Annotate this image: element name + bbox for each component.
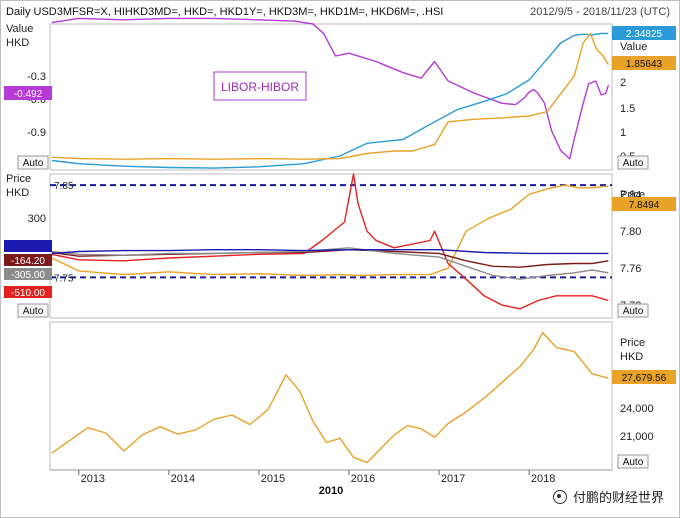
panel-1-left-label-2: HKD: [6, 37, 29, 49]
panel-3-chart: [51, 331, 609, 464]
wechat-icon: [552, 490, 567, 504]
x-tick-label-1: 2014: [171, 473, 195, 485]
panel-3-right-label-1: Price: [620, 337, 645, 349]
panel-1-readouts: -0.492 2.34825 1.85643: [4, 26, 676, 100]
usd-readout: 2.34825: [626, 29, 663, 40]
spread-readout-bg: [4, 86, 52, 100]
panel-2-plot: [50, 174, 612, 318]
watermark: 付鹏的财经世界: [552, 487, 664, 506]
panel-3-plot: [50, 322, 612, 470]
x-tick-label-5: 2018: [531, 473, 555, 485]
panel-1-auto-right-button[interactable]: [617, 155, 649, 170]
panel-2-auto-left-button[interactable]: [17, 303, 49, 318]
panel-1-right-label: Value: [620, 41, 647, 53]
libor-hibor-annotation: LIBOR-HIBOR: [213, 71, 307, 101]
panel-2-auto-buttons[interactable]: Auto Auto: [17, 303, 649, 318]
panel-1-right-tick-2: 1: [620, 127, 626, 139]
panel-2-left-label-2: HKD: [6, 187, 29, 199]
panel-2-chart: 7.85 7.75: [50, 173, 612, 310]
readout-blue-bg: [4, 240, 52, 252]
spread-readout: -0.492: [14, 89, 43, 100]
panel-2-series-1: [51, 173, 609, 310]
x-tick-label-0: 2013: [81, 473, 105, 485]
panel-1-auto-right-label: Auto: [623, 158, 644, 169]
panel-3-auto-right-label: Auto: [623, 457, 644, 468]
panel-1-auto-left-label: Auto: [23, 158, 44, 169]
chart-title: Daily USD3MFSR=X, HIHKD3MD=, HKD=, HKD1Y…: [6, 6, 444, 18]
hsi-readout-bg: [612, 370, 676, 384]
panel-3-right-label-2: HKD: [620, 351, 643, 363]
panel-2-auto-right-label: Auto: [623, 306, 644, 317]
panel-2-left-axis: Price HKD 300: [6, 173, 46, 225]
panel-2-left-label-1: Price: [6, 173, 31, 185]
panel-3-readouts: 27,679.56: [612, 370, 676, 384]
panel-1-left-tick-2: -0.9: [27, 127, 46, 139]
panel-1-auto-buttons[interactable]: Auto Auto: [17, 155, 649, 170]
panel-1-right-tick-1: 1.5: [620, 103, 635, 115]
readout-label-1: -305.00: [11, 270, 45, 281]
hsi-readout: 27,679.56: [622, 373, 667, 384]
panel-1-series-2: [51, 32, 609, 160]
panel-2-right-tick-1: 7.80: [620, 226, 641, 238]
usd-readout-bg: [612, 26, 676, 40]
spot-readout: 7.8494: [629, 200, 660, 211]
readout-label-0: -164.20: [11, 256, 45, 267]
readout-label-2-bg: [4, 286, 52, 298]
panel-1-left-axis: Value HKD -0.3 -0.6 -0.9: [6, 23, 46, 139]
panel-3-right-tick-1: 21,000: [620, 431, 654, 443]
readout-label-0-bg: [4, 254, 52, 266]
panel-3-right-axis: Price HKD 24,000 21,000: [620, 337, 654, 443]
panel-2-auto-right-button[interactable]: [617, 303, 649, 318]
panel-1-chart: [51, 17, 610, 169]
panel-2-series-4: [51, 248, 609, 255]
watermark-text: 付鹏的财经世界: [572, 490, 664, 505]
x-tick-label-4: 2017: [441, 473, 465, 485]
panel-2-left-tick-0: 300: [28, 213, 46, 225]
panel-2-series-3: [51, 247, 609, 280]
panel-2-series-0: [51, 184, 609, 277]
panel-1-left-tick-0: -0.3: [27, 71, 46, 83]
panel-1-auto-left-button[interactable]: [17, 155, 49, 170]
spot-readout-bg: [612, 197, 676, 211]
x-tick-label-3: 2016: [351, 473, 375, 485]
panel-2-auto-left-label: Auto: [23, 306, 44, 317]
annotation-box: [213, 71, 307, 101]
readout-label-1-bg: [4, 268, 52, 280]
panel-3-right-tick-0: 24,000: [620, 403, 654, 415]
panel-3-auto-right-button[interactable]: [617, 454, 649, 469]
x-axis: 2013 2014 2015 2016 2017 2018: [78, 470, 555, 485]
panel-1-series-0: [51, 17, 610, 160]
panel-2-right-ticks: 7.847.807.767.72: [620, 189, 641, 312]
ref-line-label-0: 7.85: [54, 181, 74, 192]
panel-1-left-label-1: Value: [6, 23, 33, 35]
readout-label-2: -510.00: [11, 288, 45, 299]
panel-1-series-1: [51, 32, 609, 169]
panel-1-plot: [50, 24, 612, 170]
x-tick-label-2: 2015: [261, 473, 285, 485]
x-axis-center-label: 2010: [319, 485, 343, 497]
ref-line-label-1: 7.75: [54, 273, 74, 284]
panel-3-auto-buttons[interactable]: Auto: [617, 454, 649, 469]
panel-3-series-0: [51, 331, 609, 464]
panel-1-right-tick-0: 2: [620, 77, 626, 89]
hkd-readout: 1.85643: [626, 59, 663, 70]
panel-2-right-tick-2: 7.76: [620, 263, 641, 275]
hkd-readout-bg: [612, 56, 676, 70]
annotation-text: LIBOR-HIBOR: [221, 80, 299, 94]
panel-2-readouts: 7.8494 -164.20 -305.00 -510.00: [4, 197, 676, 299]
date-range: 2012/9/5 - 2018/11/23 (UTC): [530, 6, 670, 18]
